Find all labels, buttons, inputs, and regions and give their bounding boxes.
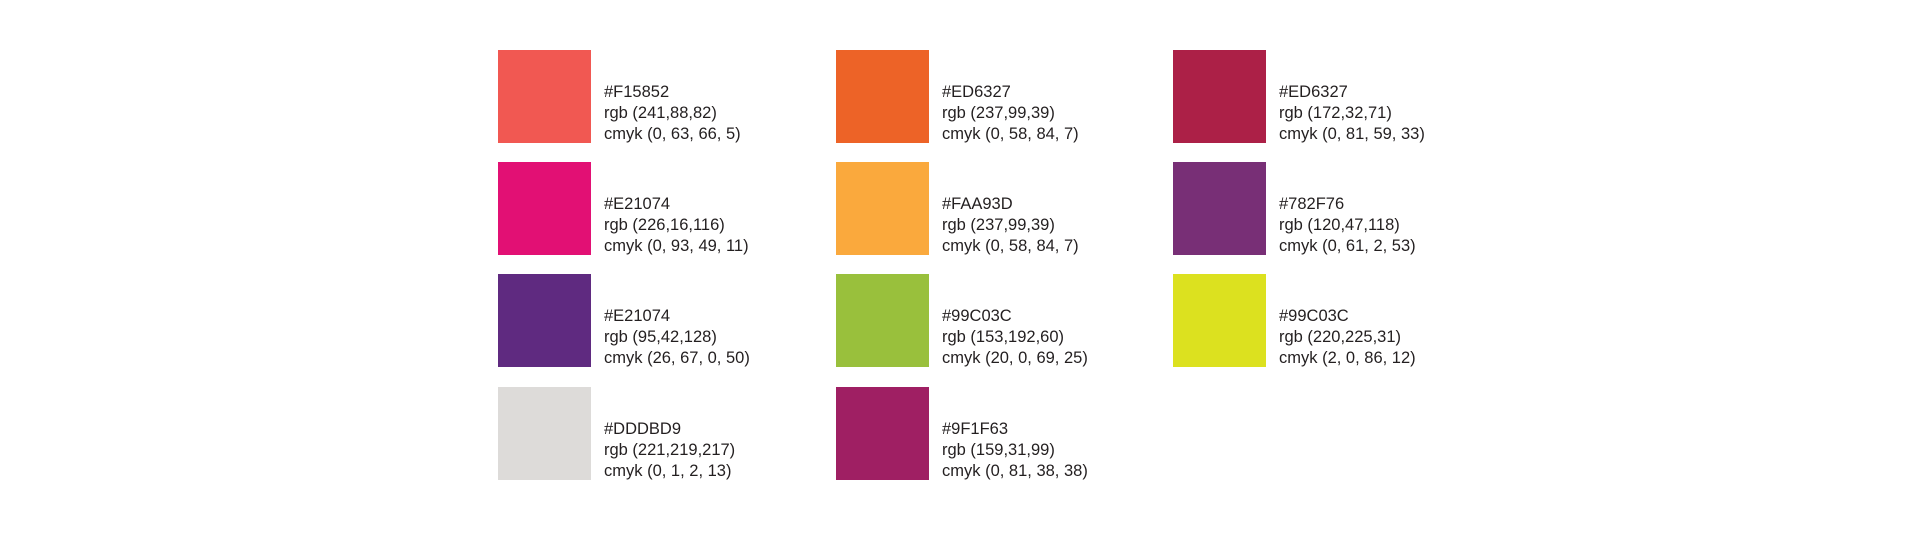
color-label: #99C03C rgb (220,225,31) cmyk (2, 0, 86, 1…	[1279, 306, 1416, 369]
color-hex: #782F76	[1279, 195, 1345, 213]
color-hex: #E21074	[604, 195, 671, 213]
color-cmyk: cmyk (20, 0, 69, 25)	[942, 349, 1088, 367]
color-cmyk: cmyk (2, 0, 86, 12)	[1279, 349, 1416, 367]
color-rgb: rgb (172,32,71)	[1279, 104, 1392, 122]
color-hex: #E21074	[604, 307, 671, 325]
color-swatch	[1173, 274, 1266, 367]
color-label: #99C03C rgb (153,192,60) cmyk (20, 0, 69, …	[942, 306, 1088, 369]
color-swatch	[836, 50, 929, 143]
color-rgb: rgb (237,99,39)	[942, 216, 1055, 234]
color-hex: #FAA93D	[942, 195, 1013, 213]
color-cmyk: cmyk (0, 61, 2, 53)	[1279, 237, 1416, 255]
color-hex: #ED6327	[942, 83, 1011, 101]
color-hex: #ED6327	[1279, 83, 1348, 101]
color-label: #F15852 rgb (241,88,82) cmyk (0, 63, 66, 5…	[604, 82, 741, 145]
color-swatch	[1173, 162, 1266, 255]
color-swatch	[498, 387, 591, 480]
color-swatch	[836, 274, 929, 367]
color-swatch	[1173, 50, 1266, 143]
color-swatch	[836, 387, 929, 480]
color-label: #DDDBD9 rgb (221,219,217) cmyk (0, 1, 2, 1…	[604, 419, 735, 482]
color-rgb: rgb (226,16,116)	[604, 216, 725, 234]
color-hex: #99C03C	[942, 307, 1012, 325]
color-hex: #F15852	[604, 83, 670, 101]
color-hex: #DDDBD9	[604, 420, 682, 438]
color-cmyk: cmyk (0, 1, 2, 13)	[604, 462, 732, 480]
color-cmyk: cmyk (0, 81, 59, 33)	[1279, 125, 1425, 143]
color-swatch	[836, 162, 929, 255]
color-label: #FAA93D rgb (237,99,39) cmyk (0, 58, 84, 7…	[942, 194, 1079, 257]
color-rgb: rgb (221,219,217)	[604, 441, 736, 459]
color-label: #ED6327 rgb (172,32,71) cmyk (0, 81, 59, 3…	[1279, 82, 1425, 145]
color-label: #E21074 rgb (95,42,128) cmyk (26, 67, 0, 5…	[604, 306, 750, 369]
color-swatch	[498, 50, 591, 143]
color-swatch	[498, 274, 591, 367]
color-cmyk: cmyk (0, 58, 84, 7)	[942, 125, 1079, 143]
color-label: #782F76 rgb (120,47,118) cmyk (0, 61, 2, 5…	[1279, 194, 1416, 257]
color-rgb: rgb (153,192,60)	[942, 328, 1065, 346]
color-label: #E21074 rgb (226,16,116) cmyk (0, 93, 49, …	[604, 194, 749, 257]
color-hex: #99C03C	[1279, 307, 1349, 325]
color-rgb: rgb (241,88,82)	[604, 104, 717, 122]
color-rgb: rgb (237,99,39)	[942, 104, 1055, 122]
color-hex: #9F1F63	[942, 420, 1009, 438]
color-swatch	[498, 162, 591, 255]
color-cmyk: cmyk (26, 67, 0, 50)	[604, 349, 750, 367]
color-label: #ED6327 rgb (237,99,39) cmyk (0, 58, 84, 7…	[942, 82, 1079, 145]
color-rgb: rgb (95,42,128)	[604, 328, 717, 346]
color-cmyk: cmyk (0, 81, 38, 38)	[942, 462, 1088, 480]
color-rgb: rgb (120,47,118)	[1279, 216, 1400, 234]
color-rgb: rgb (220,225,31)	[1279, 328, 1402, 346]
color-cmyk: cmyk (0, 93, 49, 11)	[604, 237, 749, 255]
color-cmyk: cmyk (0, 63, 66, 5)	[604, 125, 741, 143]
color-rgb: rgb (159,31,99)	[942, 441, 1055, 459]
color-label: #9F1F63 rgb (159,31,99) cmyk (0, 81, 38, 3…	[942, 419, 1088, 482]
color-cmyk: cmyk (0, 58, 84, 7)	[942, 237, 1079, 255]
